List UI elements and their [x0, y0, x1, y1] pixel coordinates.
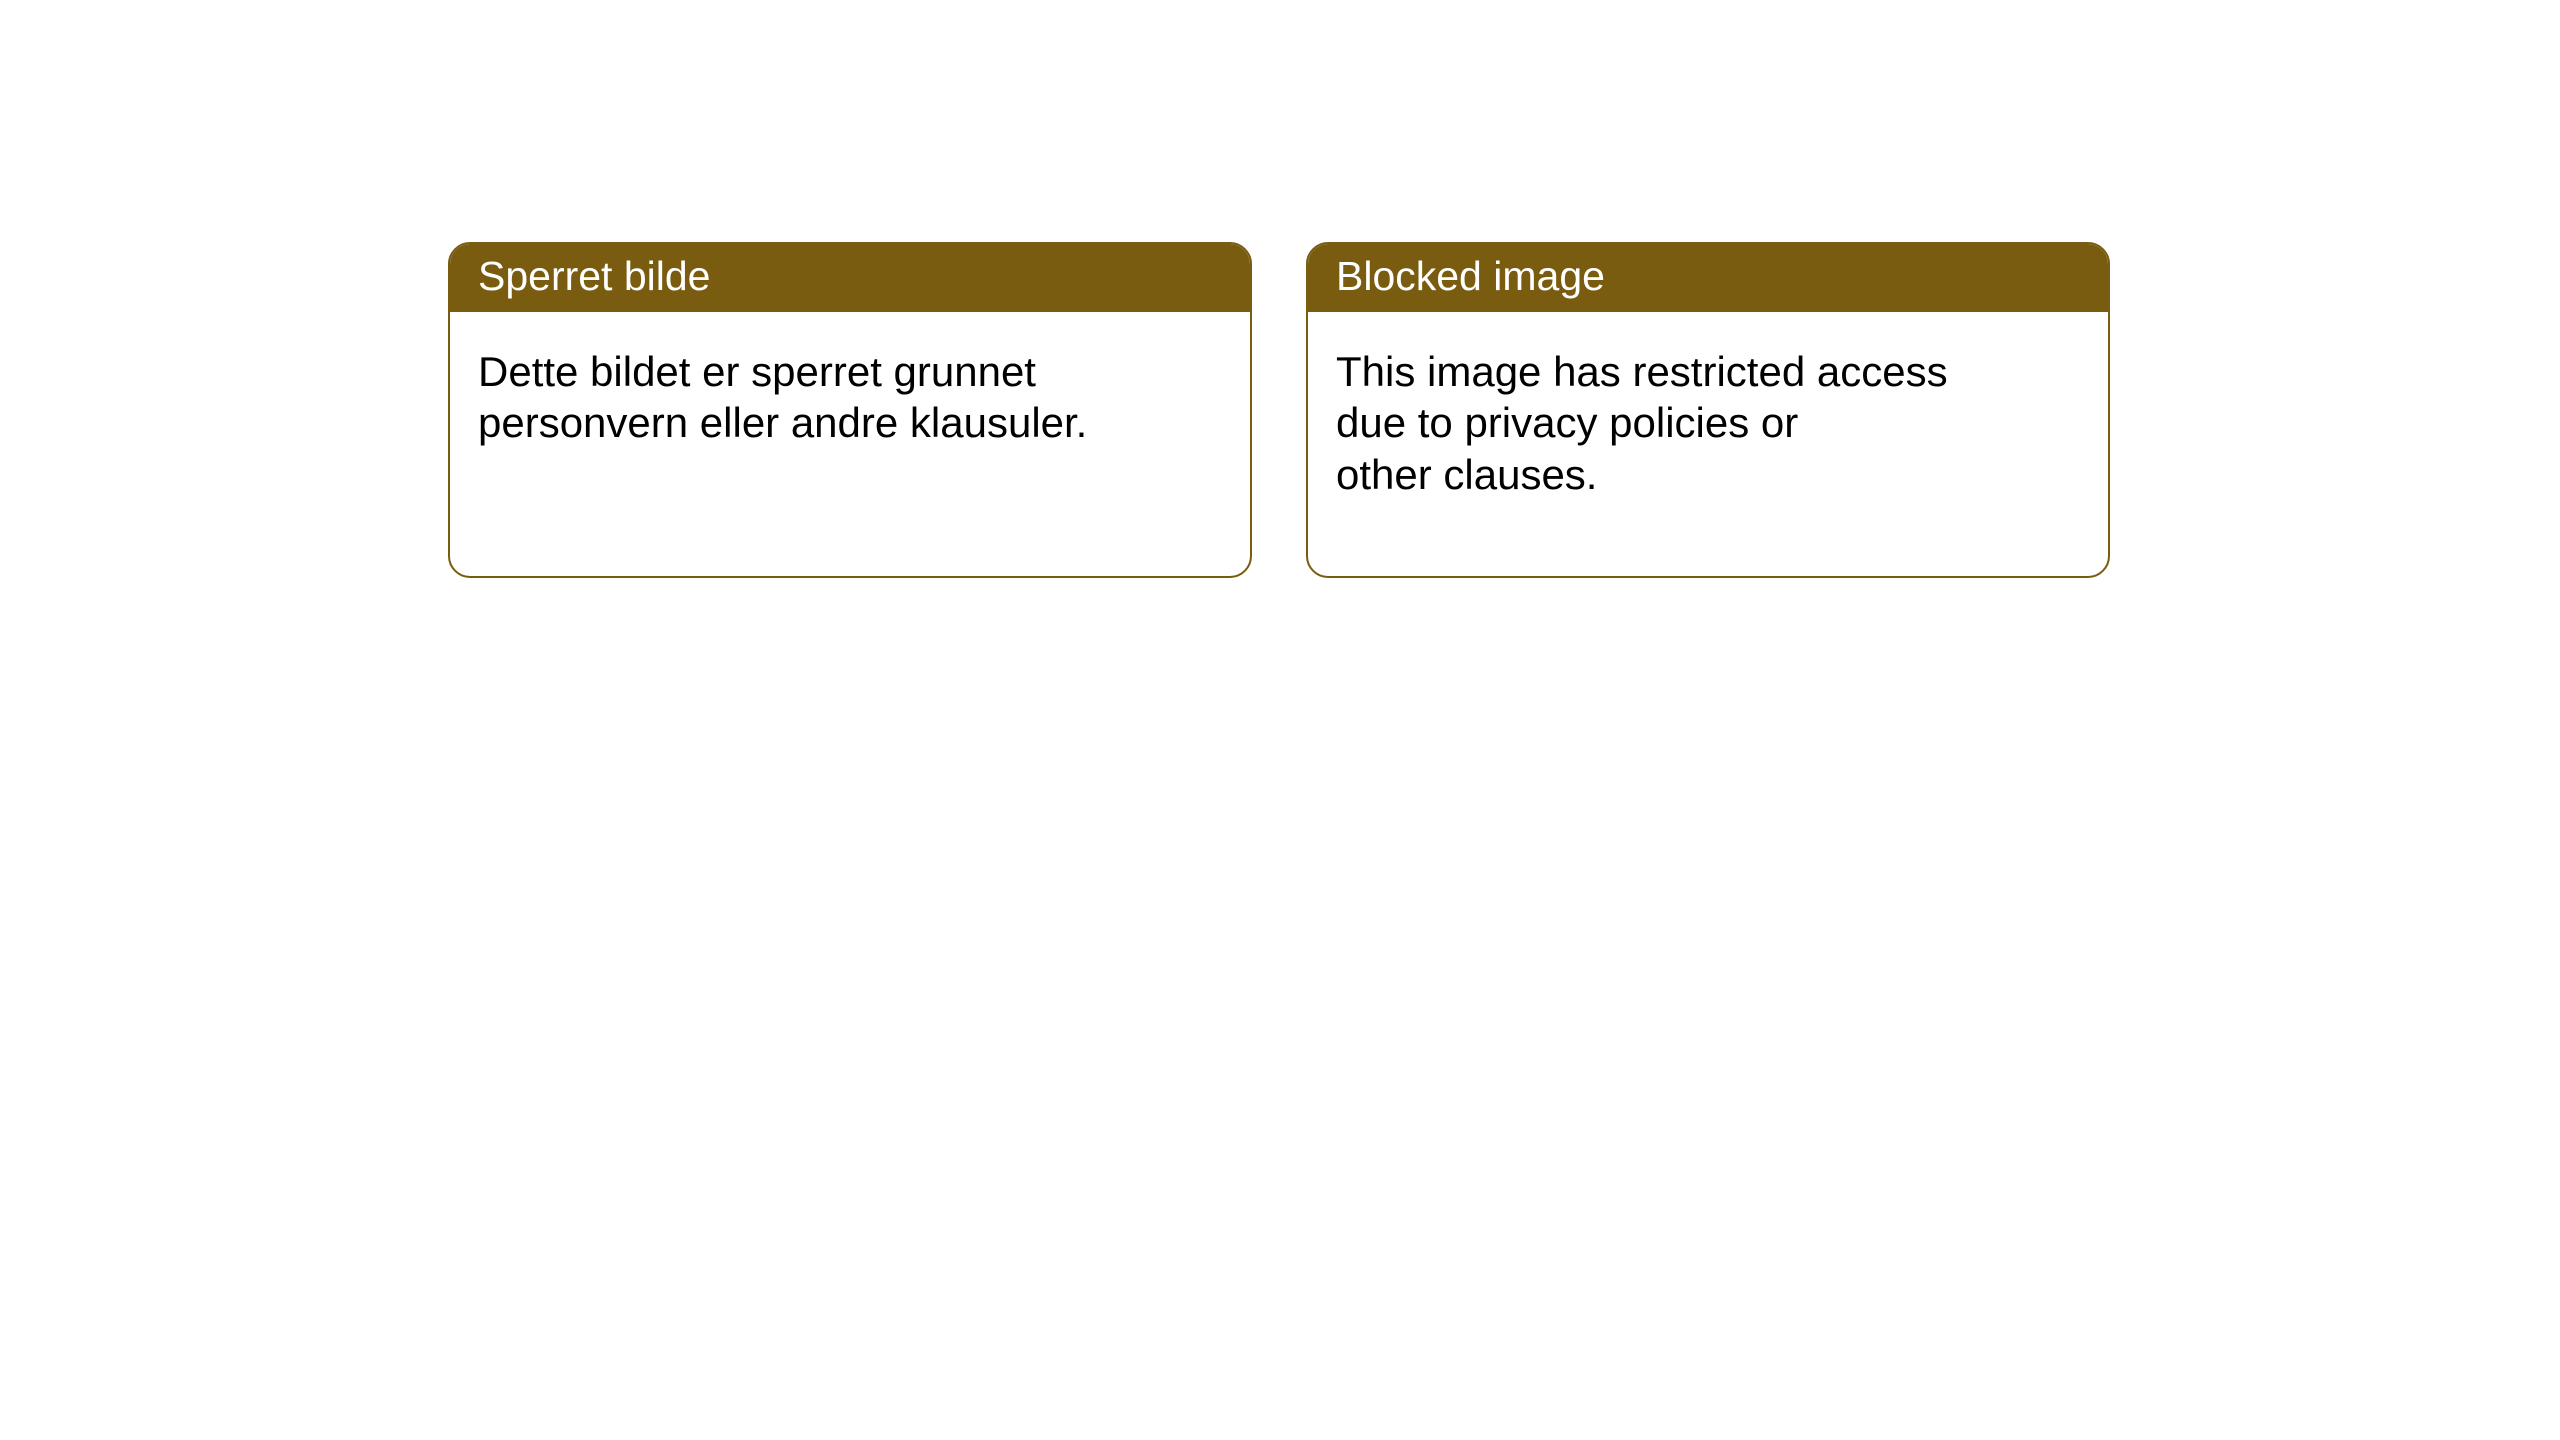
- notice-card-norwegian: Sperret bilde Dette bildet er sperret gr…: [448, 242, 1252, 578]
- notice-title: Blocked image: [1308, 244, 2108, 312]
- notice-body: This image has restricted access due to …: [1308, 312, 2108, 534]
- notice-title: Sperret bilde: [450, 244, 1250, 312]
- notice-card-english: Blocked image This image has restricted …: [1306, 242, 2110, 578]
- notice-body: Dette bildet er sperret grunnet personve…: [450, 312, 1250, 482]
- notice-container: Sperret bilde Dette bildet er sperret gr…: [0, 0, 2560, 578]
